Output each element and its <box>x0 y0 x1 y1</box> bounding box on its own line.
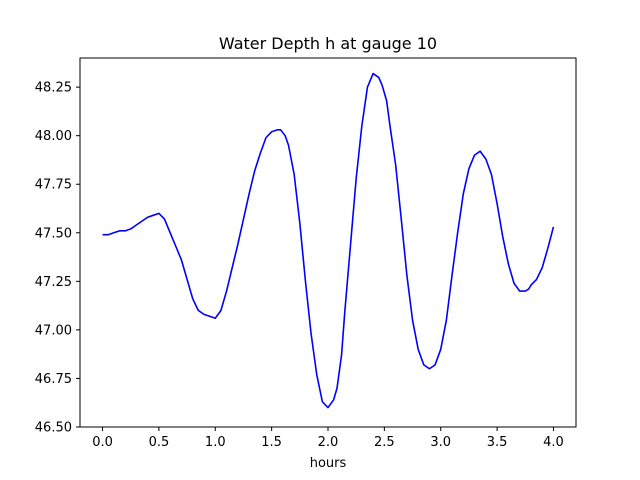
x-tick-label: 1.5 <box>261 435 282 450</box>
y-tick-label: 46.75 <box>35 372 72 387</box>
x-tick-label: 4.0 <box>543 435 564 450</box>
x-tick-label: 2.0 <box>318 435 339 450</box>
x-tick-label: 0.0 <box>92 435 113 450</box>
plot-area <box>102 72 555 409</box>
y-tick-label: 46.50 <box>35 421 72 436</box>
chart-title: Water Depth h at gauge 10 <box>219 34 437 53</box>
series-line <box>102 72 555 409</box>
x-tick-label: 3.5 <box>487 435 508 450</box>
y-tick-label: 47.00 <box>35 323 72 338</box>
y-axis-ticks: 46.50 46.75 47.00 47.25 47.50 47.75 48.00 48.25 <box>35 81 80 436</box>
x-tick-label: 0.5 <box>149 435 170 450</box>
y-tick-label: 48.25 <box>35 81 72 96</box>
x-axis-ticks: 0.0 0.5 1.0 1.5 2.0 2.5 3.0 3.5 4.0 <box>92 427 564 450</box>
y-tick-label: 47.25 <box>35 275 72 290</box>
y-tick-label: 47.75 <box>35 178 72 193</box>
plot-frame <box>79 57 577 428</box>
x-tick-label: 3.0 <box>430 435 451 450</box>
x-axis-title: hours <box>310 456 347 471</box>
x-tick-label: 1.0 <box>205 435 226 450</box>
y-tick-label: 47.50 <box>35 226 72 241</box>
y-tick-label: 48.00 <box>35 129 72 144</box>
x-tick-label: 2.5 <box>374 435 395 450</box>
